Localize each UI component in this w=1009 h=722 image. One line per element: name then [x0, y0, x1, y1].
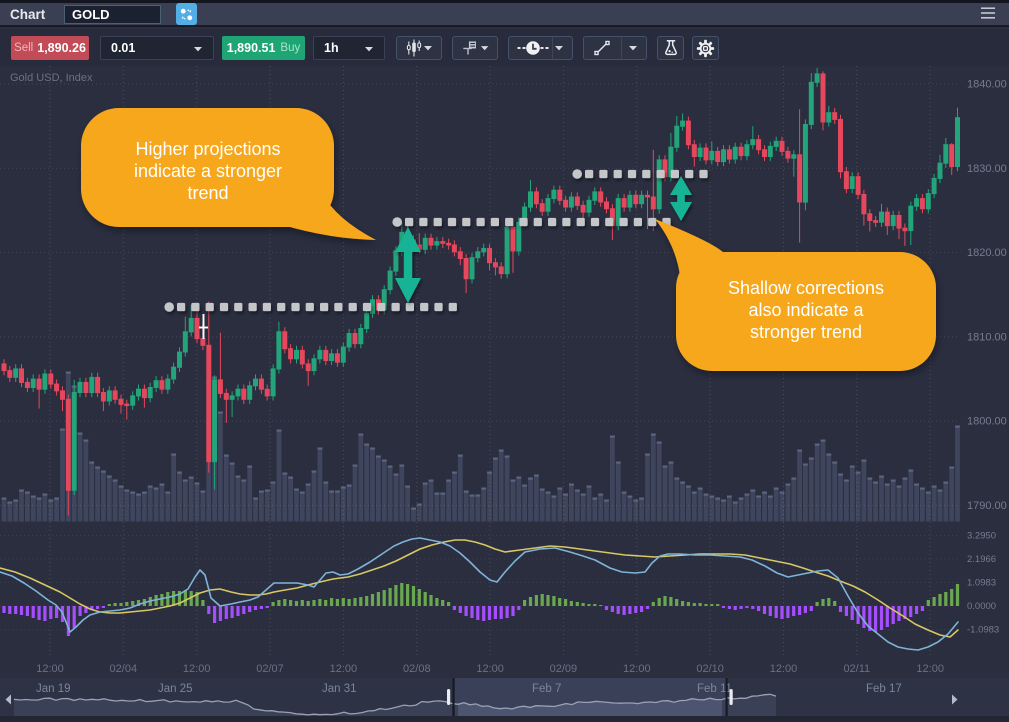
svg-text:0.0000: 0.0000 — [967, 601, 996, 612]
svg-text:12:00: 12:00 — [476, 663, 504, 675]
svg-text:Feb 17: Feb 17 — [866, 683, 902, 695]
svg-text:12:00: 12:00 — [330, 663, 358, 675]
svg-text:Feb 11: Feb 11 — [697, 683, 732, 695]
svg-text:Feb 7: Feb 7 — [532, 683, 561, 695]
svg-text:trend: trend — [187, 183, 228, 203]
svg-text:1790.00: 1790.00 — [967, 500, 1007, 512]
svg-text:-1.0983: -1.0983 — [967, 625, 999, 636]
svg-text:Higher projections: Higher projections — [135, 139, 280, 159]
svg-text:12:00: 12:00 — [916, 663, 944, 675]
svg-text:Jan 19: Jan 19 — [36, 683, 71, 695]
svg-text:12:00: 12:00 — [183, 663, 211, 675]
svg-text:Jan 25: Jan 25 — [158, 683, 193, 695]
svg-text:02/09: 02/09 — [550, 663, 578, 675]
svg-text:1.0983: 1.0983 — [967, 578, 996, 589]
svg-text:2.1966: 2.1966 — [967, 554, 996, 565]
svg-text:Jan 31: Jan 31 — [322, 683, 357, 695]
svg-text:1830.00: 1830.00 — [967, 163, 1007, 175]
svg-text:02/07: 02/07 — [256, 663, 284, 675]
svg-text:12:00: 12:00 — [623, 663, 651, 675]
svg-text:indicate a stronger: indicate a stronger — [134, 161, 282, 181]
svg-text:12:00: 12:00 — [770, 663, 798, 675]
svg-text:02/10: 02/10 — [696, 663, 724, 675]
svg-text:02/08: 02/08 — [403, 663, 431, 675]
svg-text:also indicate a: also indicate a — [748, 300, 864, 320]
svg-text:1840.00: 1840.00 — [967, 79, 1007, 91]
svg-text:3.2950: 3.2950 — [967, 531, 996, 542]
svg-text:02/11: 02/11 — [843, 663, 870, 675]
svg-text:stronger trend: stronger trend — [750, 322, 862, 342]
svg-text:1800.00: 1800.00 — [967, 416, 1007, 428]
svg-text:Gold USD, Index: Gold USD, Index — [10, 72, 93, 84]
svg-text:1820.00: 1820.00 — [967, 247, 1007, 259]
svg-text:12:00: 12:00 — [36, 663, 64, 675]
svg-text:Shallow corrections: Shallow corrections — [728, 278, 884, 298]
svg-text:02/04: 02/04 — [110, 663, 138, 675]
svg-text:1810.00: 1810.00 — [967, 331, 1007, 343]
